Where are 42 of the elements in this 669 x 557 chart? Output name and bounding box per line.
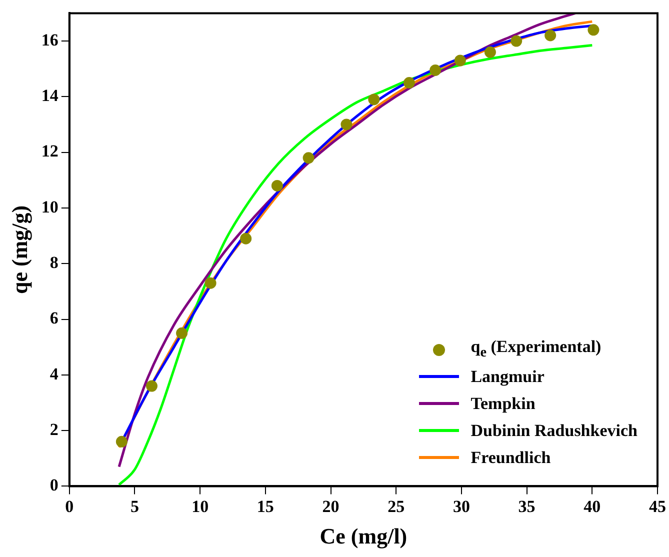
x-tick-label: 45 bbox=[649, 496, 666, 516]
x-tick-label: 0 bbox=[65, 496, 74, 516]
y-tick-label: 2 bbox=[50, 420, 58, 439]
point bbox=[368, 94, 380, 106]
y-axis-title: qe (mg/g) bbox=[6, 205, 32, 294]
y-tick-label: 8 bbox=[50, 253, 58, 272]
y-tick-label: 6 bbox=[50, 308, 58, 328]
legend-label: Freundlich bbox=[470, 448, 551, 468]
x-tick-label: 30 bbox=[452, 496, 470, 516]
y-tick-label: 16 bbox=[41, 30, 58, 50]
point bbox=[454, 54, 466, 66]
legend-label: Langmuir bbox=[470, 366, 544, 387]
point bbox=[271, 180, 283, 192]
x-tick-label: 40 bbox=[584, 496, 601, 516]
y-tick-label: 4 bbox=[50, 364, 59, 384]
point bbox=[176, 327, 188, 339]
point bbox=[302, 152, 314, 164]
x-tick-label: 35 bbox=[518, 496, 536, 516]
legend-label: Dubinin Radushkevich bbox=[470, 420, 638, 441]
x-tick-label: 10 bbox=[192, 496, 209, 516]
x-tick-label: 15 bbox=[256, 496, 274, 516]
legend-label: Tempkin bbox=[470, 394, 536, 414]
point bbox=[204, 277, 216, 289]
y-tick-label: 0 bbox=[50, 476, 58, 495]
y-tick-label: 12 bbox=[41, 142, 58, 161]
x-tick-label: 25 bbox=[388, 496, 405, 516]
point bbox=[588, 24, 600, 36]
point bbox=[484, 46, 496, 58]
point bbox=[403, 77, 415, 89]
point bbox=[544, 30, 556, 42]
point bbox=[116, 436, 128, 448]
legend-label: q$_{e}$ (Experimental) bbox=[470, 337, 602, 362]
point bbox=[240, 232, 252, 244]
y-tick-label: 14 bbox=[41, 86, 59, 106]
y-tick-label: 10 bbox=[41, 197, 58, 216]
x-tick-label: 5 bbox=[130, 496, 139, 516]
point bbox=[340, 118, 352, 130]
point bbox=[510, 35, 522, 47]
point bbox=[146, 380, 158, 392]
point bbox=[430, 64, 442, 76]
x-axis-title: Ce (mg/l) bbox=[320, 523, 408, 548]
x-tick-label: 20 bbox=[322, 496, 340, 516]
